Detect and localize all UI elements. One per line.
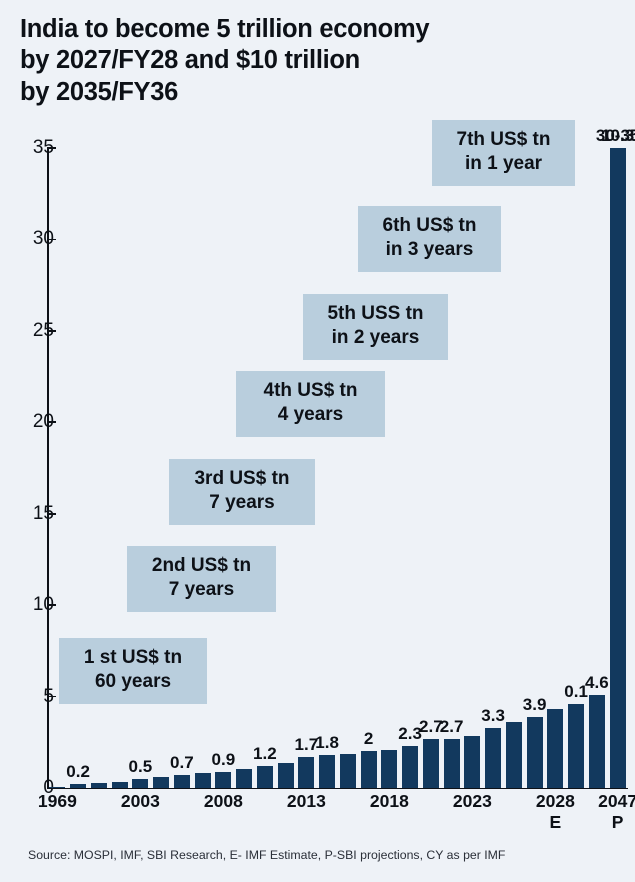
y-tick-mark [47,695,56,698]
y-tick-label: 30 [32,228,54,250]
y-tick-mark [47,147,56,149]
callout-1st: 1 st US$ tn 60 years [59,638,207,704]
bar [381,749,398,788]
x-tick-label: 2028 E [535,791,575,832]
y-tick-label: 10 [32,594,54,616]
bar [236,768,252,788]
bar [609,148,626,788]
bar [70,784,86,788]
bar [422,738,439,788]
bar [568,703,584,788]
y-axis-line [47,148,49,789]
bar-value-label: 0.7 [170,753,194,773]
x-axis-line [47,787,628,790]
bar [526,716,543,788]
bar-value-label: 10.3 [601,126,635,145]
bar-value-label: 2.7 [439,716,464,736]
bar-value-label: 1.2 [253,744,277,764]
y-tick-label: 20 [32,411,54,433]
x-tick-label: 2018 [369,791,409,811]
y-tick-mark [47,330,56,332]
bar [464,735,481,788]
y-tick-label: 0 [12,777,54,799]
bar-value-label: 0.5 [128,756,153,776]
bar-value-label: 1.7 [294,734,319,754]
bar-value-label: 3.3 [481,705,505,725]
bar-value-label: 0.1 [564,681,588,701]
bar-value-label: 0.9 [211,749,236,769]
bar-value-label: 2.7 [419,716,443,736]
y-tick-label: 15 [32,502,54,524]
callout-3rd: 3rd US$ tn 7 years [169,459,315,525]
bar [49,786,66,788]
x-tick-label: 2003 [120,791,160,811]
page-title: India to become 5 trillion economy by 20… [20,15,430,106]
callout-4th: 4th US$ tn 4 years [236,371,385,437]
bar [111,781,128,788]
y-tick-mark [47,238,56,241]
bar [547,709,564,788]
bar-value-label: 2 [363,729,374,749]
bar [298,756,315,788]
bar-value-label: 1.8 [315,733,339,753]
bar [443,738,460,788]
y-tick-mark [47,512,56,515]
bar [153,777,169,788]
y-tick-mark [47,604,56,606]
bar [360,751,377,788]
bar [256,766,273,788]
bar [319,755,335,788]
bar [132,778,149,788]
y-tick-label: 5 [43,685,54,707]
bar [194,773,211,788]
x-tick-label: 2047 P [598,791,635,832]
bar [339,754,356,788]
x-tick-label: 1969 [37,791,77,811]
x-tick-label: 2023 [452,791,492,811]
bar-value-label: 3.9 [522,694,547,714]
bar [588,694,605,788]
callout-6th: 6th US$ tn in 3 years [358,206,501,272]
bar [485,727,501,788]
bar [277,763,294,788]
callout-2nd: 2nd US$ tn 7 years [127,546,276,612]
bar [173,775,190,788]
callout-5th: 5th USS tn in 2 years [303,294,448,360]
bar [402,745,418,788]
bar [90,782,107,788]
source-note: Source: MOSPI, IMF, SBI Research, E- IMF… [28,848,506,862]
callout-7th: 7th US$ tn in 1 year [432,120,575,186]
x-tick-label: 2008 [203,791,243,811]
bar-value-label: 0.2 [66,762,90,782]
bar-value-label: 2.3 [398,723,422,743]
y-tick-label: 25 [32,319,54,341]
bar-series [47,148,628,788]
y-tick-mark [47,421,56,424]
y-tick-label: 35 [32,137,54,158]
x-tick-label: 2013 [286,791,326,811]
bar-range-label: 30-35 [595,126,635,145]
bar-value-label: 4.6 [585,672,609,692]
bar [505,722,522,788]
bar [215,771,232,788]
